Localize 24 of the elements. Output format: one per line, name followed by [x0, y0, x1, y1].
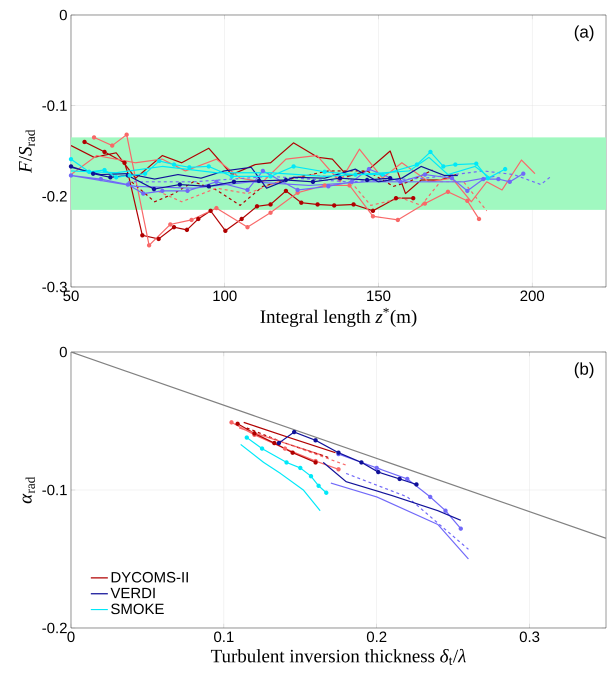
annotation: (b) [574, 362, 594, 378]
y-axis-title: F/S$_{rad}$ [18, 130, 35, 174]
y-tick-label: -0.2 [42, 191, 67, 202]
x-tick-label: 100 [213, 290, 237, 302]
legend-label: SMOKE [111, 604, 164, 614]
x-tick-label: 0.1 [214, 632, 234, 642]
x-tick-label: 200 [520, 290, 544, 302]
x-tick-label: 50 [63, 290, 79, 302]
y-tick-label: -0.2 [42, 622, 67, 634]
y-tick-label: -0.3 [42, 282, 67, 292]
x-tick-label: 150 [367, 290, 390, 302]
x-axis-title: Integral length z$^{*}$(m) [260, 308, 416, 327]
y-tick-label: -0.1 [42, 484, 67, 496]
y-axis-title: α$_{rad}$ [22, 476, 35, 504]
x-tick-label: 0.2 [366, 632, 386, 642]
x-tick-label: 0 [67, 632, 75, 642]
y-tick-label: -0.1 [42, 100, 67, 111]
y-tick-label: 0 [60, 346, 67, 358]
legend-label: VERDI [110, 588, 155, 598]
legend-label: DYCOMS-II [112, 572, 188, 582]
x-tick-label: 0.3 [520, 632, 540, 642]
y-tick-label: 0 [60, 10, 67, 20]
annotation: (a) [574, 25, 594, 42]
x-axis-title: Turbulent inversion thickness δ$_{t}$/λ [210, 648, 466, 665]
